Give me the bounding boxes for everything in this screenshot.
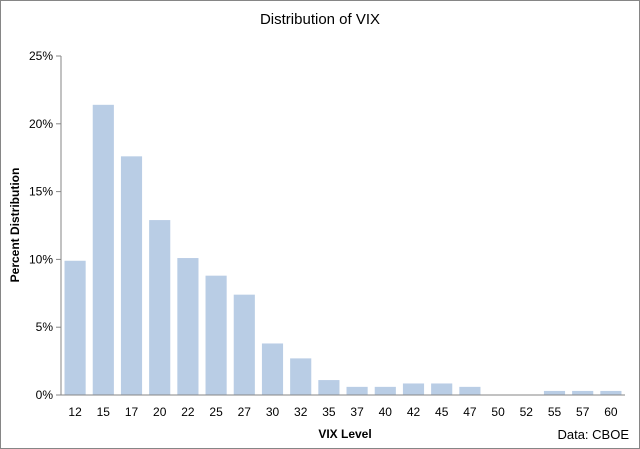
y-axis: 0% 5% 10% 15% 20% 25% [29, 49, 62, 402]
bar-17 [120, 156, 143, 395]
x-tick-label: 45 [435, 405, 449, 419]
bars-group [64, 104, 622, 395]
y-tick-label: 10% [29, 252, 53, 266]
x-tick-label: 37 [350, 405, 364, 419]
bar-15 [92, 104, 114, 395]
x-tick-label: 52 [520, 405, 534, 419]
x-tick-label: 22 [181, 405, 195, 419]
x-tick-label: 17 [125, 405, 139, 419]
x-tick-label: 30 [266, 405, 280, 419]
bar-57 [572, 390, 594, 395]
bar-37 [346, 386, 368, 395]
x-tick-label: 12 [68, 405, 82, 419]
x-tick-label: 15 [97, 405, 111, 419]
x-tick-label: 42 [407, 405, 421, 419]
x-tick-label: 60 [604, 405, 618, 419]
bar-30 [261, 343, 284, 395]
bar-27 [233, 294, 255, 395]
x-tick-label: 32 [294, 405, 308, 419]
x-axis: 12 15 17 20 22 25 27 30 32 35 37 40 42 45 47 50 52 55 57 60 [61, 394, 625, 419]
bar-20 [149, 220, 171, 395]
bar-55 [543, 390, 566, 395]
x-tick-label: 40 [379, 405, 393, 419]
y-tick-label: 25% [29, 49, 53, 63]
x-tick-label: 57 [576, 405, 590, 419]
x-tick-label: 50 [491, 405, 505, 419]
bar-25 [205, 275, 227, 395]
data-source-note: Data: CBOE [557, 427, 629, 442]
bar-22 [177, 258, 199, 395]
y-tick-label: 15% [29, 185, 53, 199]
bar-35 [318, 380, 340, 395]
bar-60 [600, 390, 622, 395]
x-tick-label: 27 [238, 405, 252, 419]
y-axis-label: Percent Distribution [8, 168, 22, 283]
bar-32 [290, 358, 312, 395]
y-tick-label: 20% [29, 117, 53, 131]
y-tick-label: 0% [36, 388, 54, 402]
bar-47 [459, 386, 481, 395]
y-tick-label: 5% [36, 320, 54, 334]
bar-12 [64, 260, 86, 395]
x-tick-label: 55 [548, 405, 562, 419]
bar-40 [374, 386, 396, 395]
x-tick-label: 47 [463, 405, 477, 419]
x-tick-label: 25 [209, 405, 223, 419]
x-axis-label: VIX Level [318, 427, 371, 441]
chart-title: Distribution of VIX [260, 11, 380, 28]
x-tick-label: 20 [153, 405, 167, 419]
x-tick-label: 35 [322, 405, 336, 419]
bar-42 [402, 383, 425, 395]
bar-45 [431, 383, 453, 395]
